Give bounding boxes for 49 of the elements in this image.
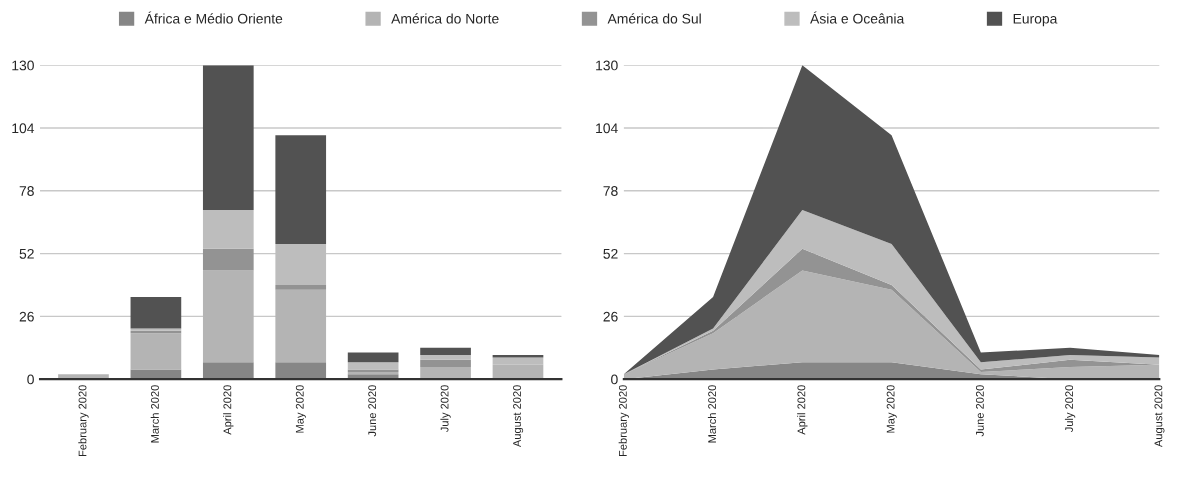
y-tick-label: 78 xyxy=(603,186,618,196)
y-tick-label: 104 xyxy=(12,123,35,134)
bar xyxy=(130,369,182,380)
bar xyxy=(202,210,254,249)
legend-label: América do Norte xyxy=(391,13,499,24)
legend-label: América do Sul xyxy=(607,13,701,24)
x-tick-label: June 2020 xyxy=(975,385,984,437)
y-tick-label: 130 xyxy=(12,60,34,71)
bar xyxy=(202,362,254,380)
legend-label: Ásia e Oceânia xyxy=(810,11,905,24)
bar xyxy=(420,367,471,380)
bar xyxy=(275,135,327,244)
bar xyxy=(202,248,254,271)
bar xyxy=(275,289,327,363)
y-tick-label: 26 xyxy=(19,311,34,322)
bar xyxy=(420,347,471,355)
bar xyxy=(420,355,471,360)
bar xyxy=(420,359,471,368)
x-tick-label: July 2020 xyxy=(1064,385,1076,433)
bar xyxy=(130,297,182,329)
bar xyxy=(347,352,399,363)
bar xyxy=(202,270,254,363)
y-tick-label: 104 xyxy=(596,123,618,134)
bar xyxy=(275,362,327,380)
y-tick-label: 130 xyxy=(596,60,618,71)
x-tick-label: May 2020 xyxy=(886,385,897,433)
y-tick-label: 52 xyxy=(19,248,34,259)
bar xyxy=(130,333,182,370)
x-tick-label: August 2020 xyxy=(513,385,524,448)
bar xyxy=(347,362,399,370)
legend-label: Europa xyxy=(1013,13,1058,27)
bar xyxy=(202,65,254,211)
y-tick-label: 52 xyxy=(603,248,618,259)
x-tick-label: July 2020 xyxy=(440,385,451,433)
x-tick-label: April 2020 xyxy=(797,385,808,435)
x-tick-label: April 2020 xyxy=(223,385,234,435)
x-tick-label: May 2020 xyxy=(295,385,306,433)
x-tick-label: March 2020 xyxy=(707,385,717,443)
y-tick-label: 26 xyxy=(603,311,618,322)
bar xyxy=(275,284,327,290)
x-tick-label: February 2020 xyxy=(78,385,89,457)
x-tick-label: February 2020 xyxy=(618,385,629,457)
y-tick-label: 78 xyxy=(19,186,34,196)
x-tick-label: March 2020 xyxy=(150,385,159,443)
legend-label: África e Médio Oriente xyxy=(144,11,283,24)
y-tick-label: 0 xyxy=(611,374,618,385)
x-tick-label: August 2020 xyxy=(1154,385,1165,448)
y-tick-label: 0 xyxy=(27,374,34,385)
x-tick-label: June 2020 xyxy=(368,385,377,437)
